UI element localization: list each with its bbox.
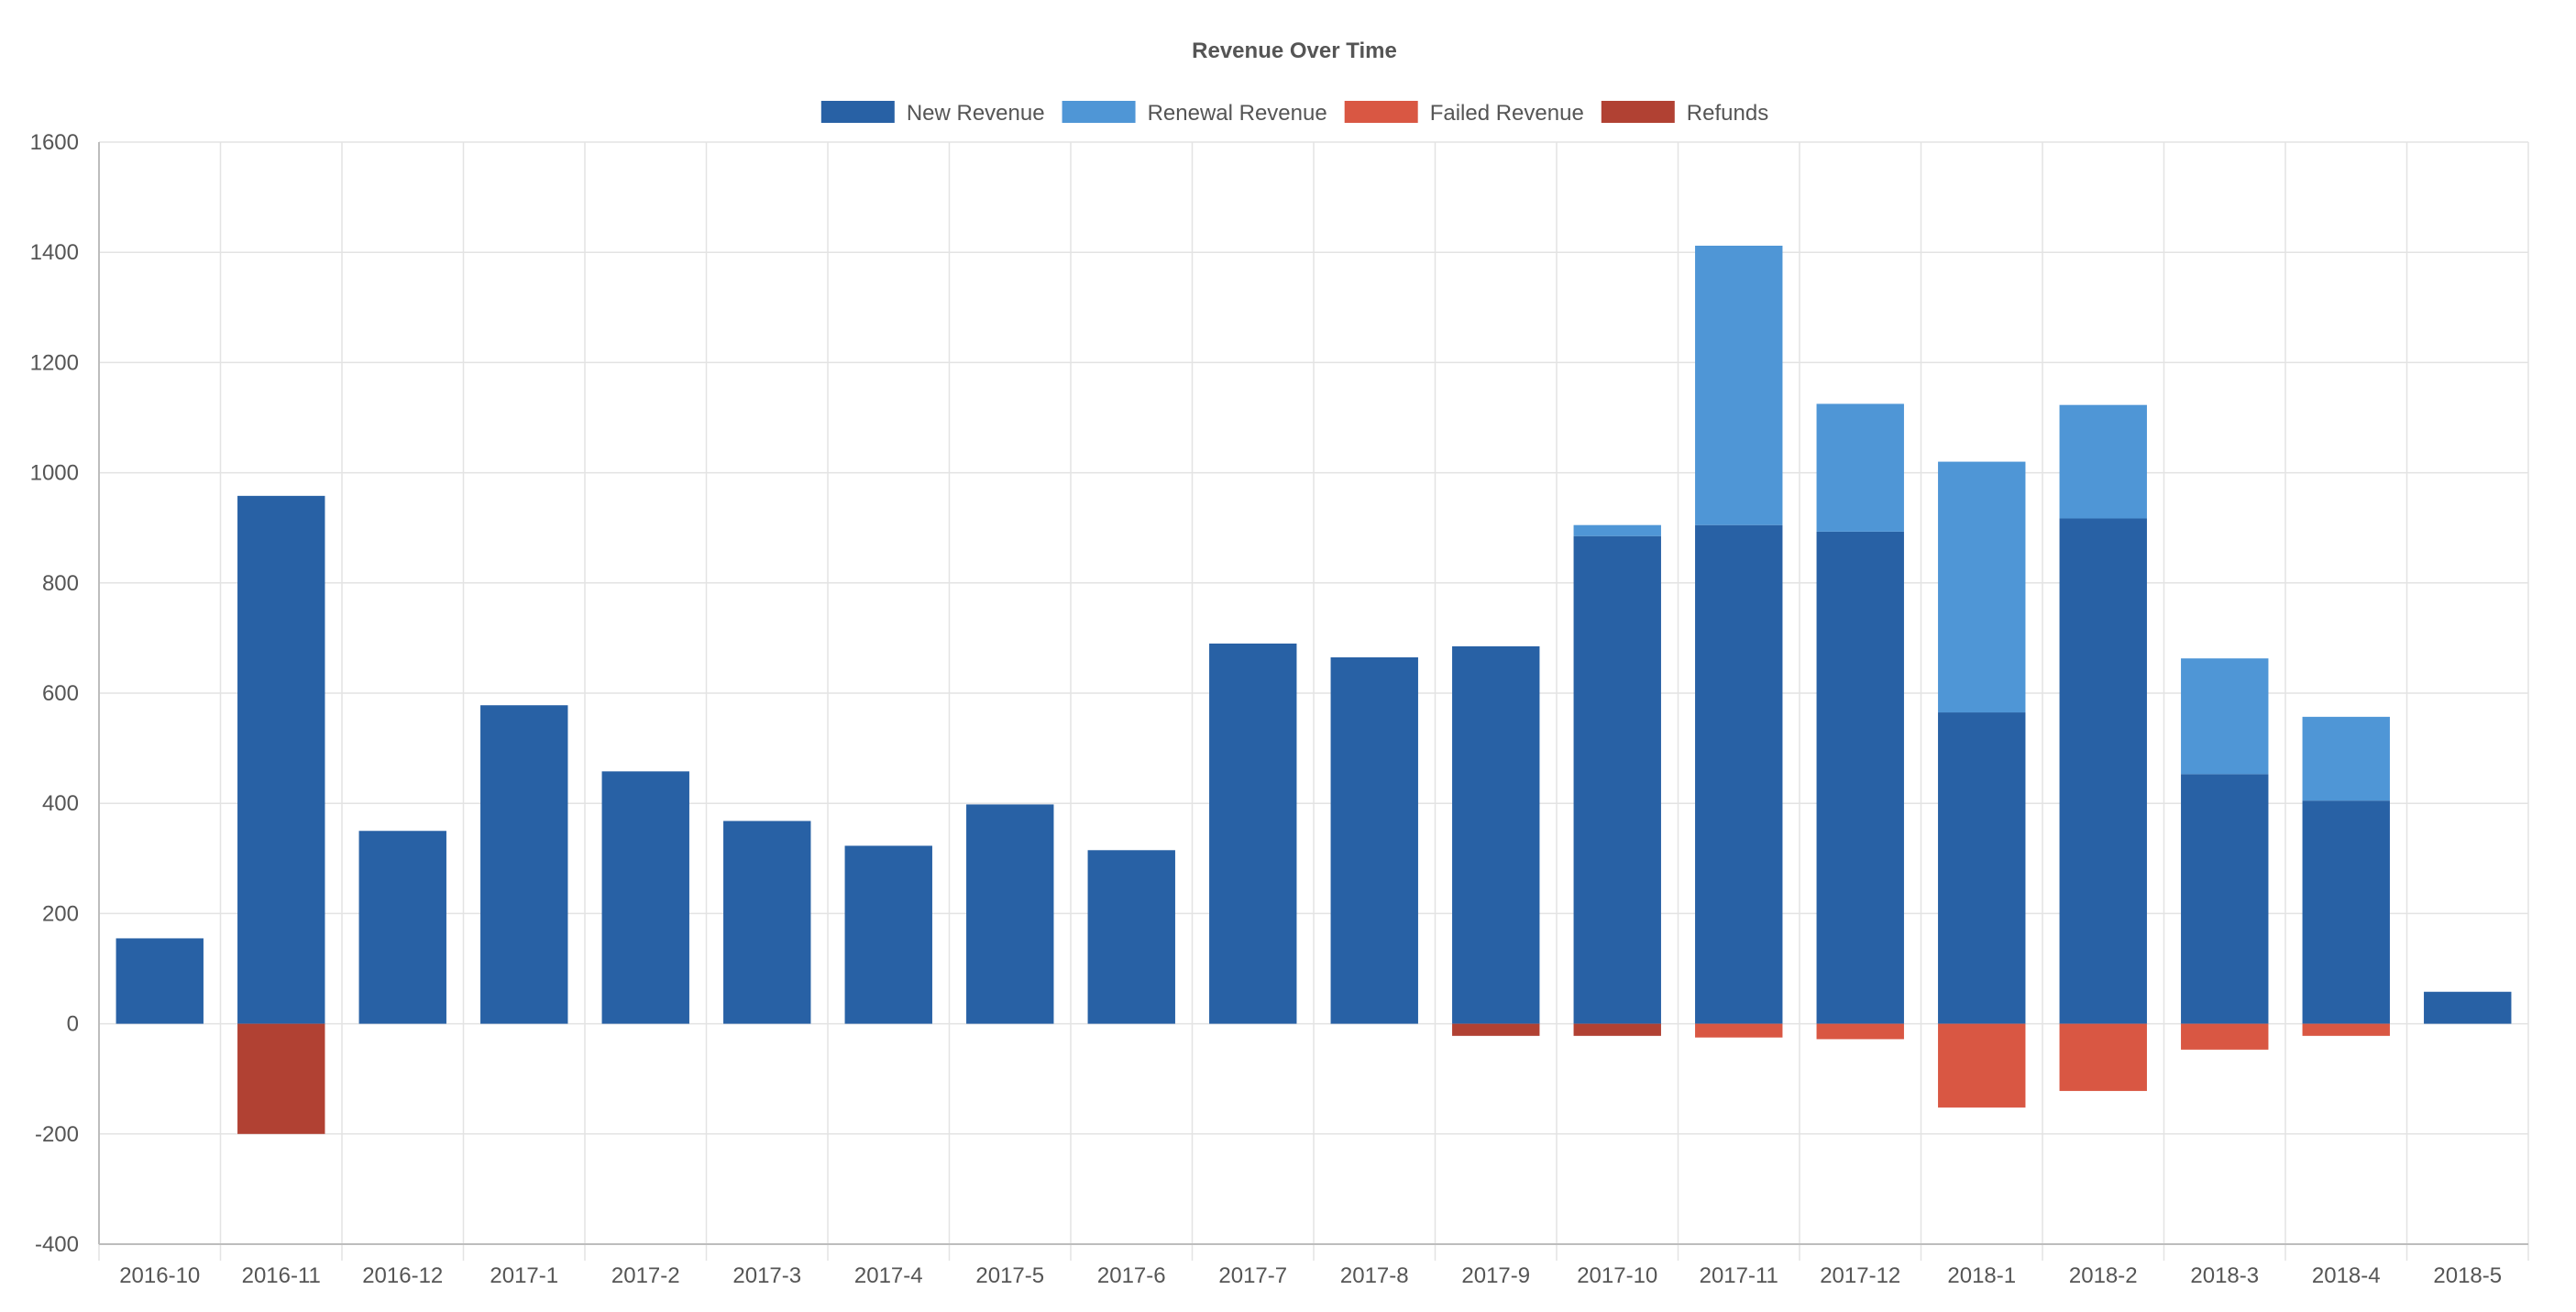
bar-new-revenue-2018-2 — [2059, 518, 2147, 1024]
y-tick-label: 0 — [67, 1012, 79, 1037]
bar-refunds-2017-9 — [1452, 1023, 1540, 1036]
bar-new-revenue-2017-2 — [601, 771, 689, 1024]
bar-failed-revenue-2017-12 — [1816, 1023, 1904, 1040]
y-tick-label: -400 — [35, 1232, 79, 1257]
y-tick-label: -200 — [35, 1122, 79, 1147]
bar-new-revenue-2018-3 — [2181, 774, 2269, 1024]
legend-swatch — [1060, 99, 1138, 125]
legend-label: Failed Revenue — [1430, 101, 1584, 126]
x-tick-label: 2017-9 — [1461, 1263, 1530, 1288]
y-tick-label: 1200 — [30, 350, 79, 375]
bar-new-revenue-2016-10 — [116, 938, 204, 1024]
bar-new-revenue-2017-1 — [480, 705, 568, 1024]
x-tick-label: 2017-1 — [490, 1263, 558, 1288]
x-tick-label: 2017-5 — [975, 1263, 1044, 1288]
x-tick-label: 2018-2 — [2069, 1263, 2138, 1288]
bar-new-revenue-2017-8 — [1330, 656, 1418, 1024]
bar-new-revenue-2017-5 — [966, 804, 1054, 1024]
bar-new-revenue-2017-6 — [1087, 850, 1175, 1024]
legend-swatch — [819, 99, 897, 125]
bar-refunds-2016-11 — [237, 1023, 325, 1134]
bar-new-revenue-2016-12 — [358, 831, 446, 1024]
bar-new-revenue-2017-11 — [1695, 524, 1783, 1024]
legend-label: Renewal Revenue — [1148, 101, 1327, 126]
bar-renewal-revenue-2018-3 — [2181, 658, 2269, 775]
y-tick-label: 1600 — [30, 130, 79, 155]
y-tick-label: 800 — [42, 571, 79, 596]
x-tick-label: 2017-10 — [1577, 1263, 1657, 1288]
legend-item-refunds[interactable]: Refunds — [1599, 99, 1768, 126]
bar-new-revenue-2018-4 — [2302, 800, 2390, 1024]
x-tick-label: 2017-8 — [1340, 1263, 1409, 1288]
x-tick-label: 2017-4 — [854, 1263, 923, 1288]
y-tick-label: 1000 — [30, 461, 79, 486]
bar-failed-revenue-2018-3 — [2181, 1023, 2269, 1050]
y-tick-label: 1400 — [30, 240, 79, 265]
x-tick-label: 2017-12 — [1820, 1263, 1900, 1288]
x-tick-label: 2017-11 — [1700, 1263, 1778, 1288]
x-tick-label: 2018-4 — [2312, 1263, 2381, 1288]
legend: New Revenue Renewal Revenue Failed Revenue… — [819, 99, 1768, 126]
bar-failed-revenue-2018-2 — [2059, 1023, 2147, 1091]
x-tick-label: 2017-6 — [1097, 1263, 1166, 1288]
bar-new-revenue-2017-12 — [1816, 531, 1904, 1024]
bar-renewal-revenue-2018-1 — [1938, 461, 2026, 713]
bar-renewal-revenue-2018-2 — [2059, 404, 2147, 519]
x-axis-ticks: 2016-10 2016-11 2016-12 2017-1 2017-2 2017-3 2… — [119, 1263, 2502, 1288]
y-tick-label: 400 — [42, 791, 79, 816]
y-tick-label: 600 — [42, 681, 79, 706]
y-axis-ticks: -400 -200 0 200 400 600 800 1000 1200 1400 1600 — [30, 130, 79, 1257]
x-tick-label: 2017-2 — [611, 1263, 680, 1288]
legend-label: Refunds — [1687, 101, 1768, 126]
bar-new-revenue-2018-1 — [1938, 712, 2026, 1024]
legend-swatch — [1342, 99, 1420, 125]
bar-new-revenue-2017-3 — [723, 821, 811, 1024]
legend-item-new-revenue[interactable]: New Revenue — [819, 99, 1045, 126]
x-tick-label: 2018-3 — [2190, 1263, 2259, 1288]
chart-title: Revenue Over Time — [1192, 39, 1397, 63]
x-tick-label: 2016-11 — [242, 1263, 321, 1288]
legend-item-renewal-revenue[interactable]: Renewal Revenue — [1060, 99, 1327, 126]
bar-refunds-2017-10 — [1573, 1023, 1661, 1036]
bar-failed-revenue-2017-11 — [1695, 1023, 1783, 1038]
bar-renewal-revenue-2017-11 — [1695, 245, 1783, 525]
x-tick-label: 2016-10 — [119, 1263, 200, 1288]
bar-renewal-revenue-2017-10 — [1573, 524, 1661, 536]
bar-new-revenue-2017-7 — [1209, 643, 1297, 1024]
bar-new-revenue-2016-11 — [237, 495, 325, 1024]
bar-renewal-revenue-2018-4 — [2302, 716, 2390, 801]
legend-label: New Revenue — [907, 101, 1045, 126]
legend-item-failed-revenue[interactable]: Failed Revenue — [1342, 99, 1584, 126]
x-tick-label: 2017-7 — [1218, 1263, 1287, 1288]
bar-failed-revenue-2018-1 — [1938, 1023, 2026, 1108]
y-tick-label: 200 — [42, 901, 79, 926]
bar-renewal-revenue-2017-12 — [1816, 403, 1904, 532]
bar-new-revenue-2017-10 — [1573, 535, 1661, 1024]
bar-new-revenue-2017-9 — [1452, 645, 1540, 1024]
x-tick-label: 2017-3 — [732, 1263, 801, 1288]
bar-new-revenue-2017-4 — [844, 845, 932, 1024]
x-tick-label: 2018-1 — [1947, 1263, 2016, 1288]
legend-swatch — [1599, 99, 1677, 125]
x-tick-label: 2018-5 — [2433, 1263, 2502, 1288]
bar-new-revenue-2018-5 — [2424, 991, 2512, 1024]
bar-failed-revenue-2018-4 — [2302, 1023, 2390, 1036]
x-tick-label: 2016-12 — [362, 1263, 443, 1288]
axes — [98, 142, 2528, 1245]
grid — [98, 141, 2529, 1261]
bars — [116, 245, 2512, 1134]
